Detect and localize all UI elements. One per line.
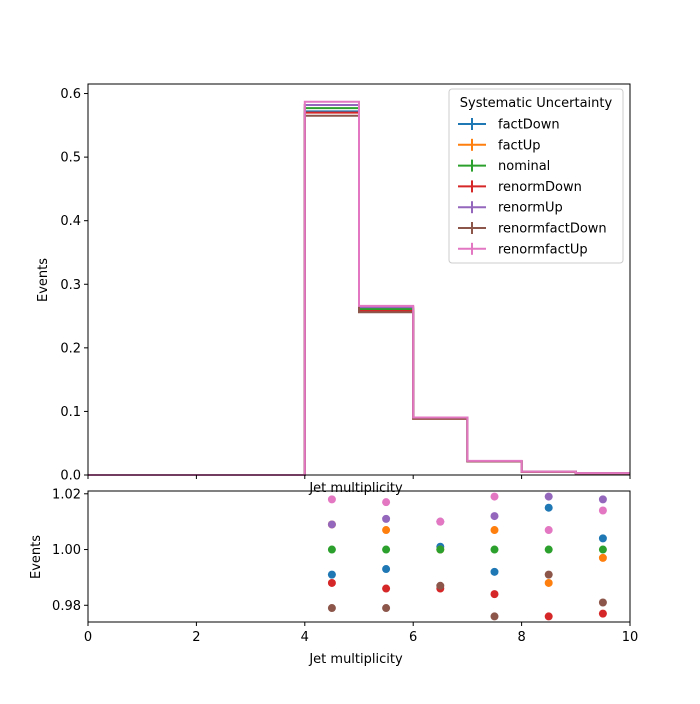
main-y-tick-label: 0.6 — [60, 87, 81, 102]
point-factDown — [544, 503, 553, 512]
main-axes-frame — [87, 83, 631, 476]
point-renormDown — [490, 590, 499, 599]
point-renormfactUp — [598, 506, 607, 515]
point-renormfactDown — [544, 570, 553, 579]
point-renormfactUp — [490, 492, 499, 501]
point-factDown — [598, 534, 607, 543]
legend-box — [448, 88, 624, 264]
point-renormfactDown — [382, 604, 391, 613]
ratio-x-tick-label: 4 — [301, 630, 309, 645]
point-renormUp — [598, 495, 607, 504]
legend-items: factDown factUp nominal renormDown renormUp r… — [458, 118, 607, 257]
legend-label: renormDown — [498, 180, 582, 195]
main-y-tick-label: 0.5 — [60, 151, 81, 166]
point-renormfactDown — [327, 604, 336, 613]
point-renormDown — [382, 584, 391, 593]
main-y-tick-label: 0.1 — [60, 405, 81, 420]
point-renormfactUp — [436, 517, 445, 526]
point-renormUp — [327, 520, 336, 529]
point-renormfactDown — [436, 581, 445, 590]
point-factUp — [490, 526, 499, 535]
ratio-x-tick-label: 0 — [84, 630, 92, 645]
legend-label: nominal — [498, 159, 550, 174]
ratio-x-tick-label: 10 — [622, 630, 639, 645]
ratio-y-tick-label: 1.02 — [52, 487, 81, 502]
main-x-ticks — [87, 475, 631, 479]
point-factDown — [490, 567, 499, 576]
point-factUp — [544, 578, 553, 587]
main-y-ticks: 0.0 0.1 0.2 0.3 0.4 0.5 0.6 — [60, 87, 88, 484]
legend-label: renormfactDown — [498, 222, 607, 237]
ratio-y-ticks: 0.98 1.00 1.02 — [52, 487, 88, 614]
main-y-tick-label: 0.4 — [60, 214, 81, 229]
legend-item-renormfactDown: renormfactDown — [458, 222, 607, 237]
legend-label: factDown — [498, 118, 560, 133]
point-nominal — [598, 545, 607, 554]
point-renormfactDown — [490, 612, 499, 621]
ratio-scatter-series — [327, 492, 607, 621]
main-panel: 0.0 0.1 0.2 0.3 0.4 0.5 0.6 Jet multiplicity E… — [36, 83, 631, 496]
point-renormfactUp — [327, 495, 336, 504]
point-nominal — [327, 545, 336, 554]
point-renormUp — [490, 512, 499, 521]
ratio-x-tick-label: 2 — [192, 630, 200, 645]
point-factDown — [382, 565, 391, 574]
ratio-x-axis-label: Jet multiplicity — [308, 652, 403, 667]
point-renormfactUp — [382, 498, 391, 507]
point-factUp — [382, 526, 391, 535]
point-renormDown — [544, 612, 553, 621]
main-y-tick-label: 0.2 — [60, 341, 81, 356]
point-renormUp — [382, 514, 391, 523]
point-renormUp — [544, 492, 553, 501]
point-factUp — [598, 553, 607, 562]
legend-item-renormfactUp: renormfactUp — [458, 242, 588, 257]
point-nominal — [382, 545, 391, 554]
point-renormfactUp — [544, 526, 553, 535]
main-y-tick-label: 0.0 — [60, 469, 81, 484]
legend-item-renormUp: renormUp — [458, 201, 563, 216]
point-nominal — [544, 545, 553, 554]
point-nominal — [436, 545, 445, 554]
legend-item-nominal: nominal — [458, 159, 550, 174]
main-x-axis-label: Jet multiplicity — [308, 481, 403, 496]
legend-item-factUp: factUp — [458, 138, 541, 153]
ratio-x-ticks: 0 2 4 6 8 10 — [84, 622, 638, 645]
point-renormfactDown — [598, 598, 607, 607]
ratio-panel: 0 2 4 6 8 10 0.98 1.00 1.02 Jet multiplicity Ev… — [29, 487, 638, 667]
ratio-axes-frame — [87, 490, 631, 623]
point-factDown — [327, 570, 336, 579]
legend-item-renormDown: renormDown — [458, 180, 582, 195]
legend-label: factUp — [498, 138, 541, 153]
main-y-axis-label: Events — [36, 258, 51, 302]
ratio-x-tick-label: 6 — [409, 630, 417, 645]
ratio-y-tick-label: 0.98 — [52, 599, 81, 614]
legend: Systematic Uncertainty factDown factUp nom… — [448, 88, 624, 264]
point-nominal — [490, 545, 499, 554]
ratio-y-tick-label: 1.00 — [52, 543, 81, 558]
legend-item-factDown: factDown — [458, 118, 560, 133]
point-renormDown — [327, 578, 336, 587]
ratio-x-tick-label: 8 — [517, 630, 525, 645]
legend-title: Systematic Uncertainty — [460, 96, 613, 111]
legend-label: renormUp — [498, 201, 563, 216]
ratio-y-axis-label: Events — [29, 535, 44, 579]
legend-label: renormfactUp — [498, 242, 588, 257]
point-renormDown — [598, 609, 607, 618]
main-y-tick-label: 0.3 — [60, 278, 81, 293]
